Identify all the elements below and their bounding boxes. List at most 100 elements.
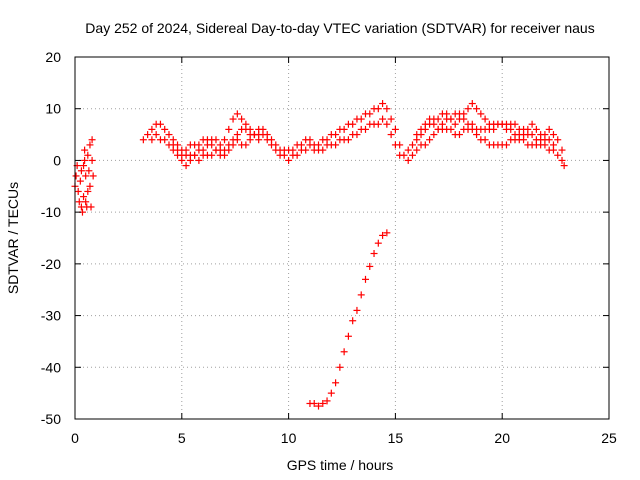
data-point	[208, 141, 216, 149]
data-point	[460, 115, 468, 123]
data-point	[481, 115, 489, 123]
data-point	[225, 125, 233, 133]
data-point	[332, 131, 340, 139]
data-point	[310, 399, 318, 407]
data-point	[195, 156, 203, 164]
plot-frame	[74, 56, 610, 420]
data-point	[468, 100, 476, 108]
data-point	[238, 115, 246, 123]
data-point	[229, 115, 237, 123]
data-point	[323, 397, 331, 405]
data-point	[353, 306, 361, 314]
data-point	[349, 317, 357, 325]
y-tick-label: 0	[53, 152, 61, 168]
axis-ticks: 0 5 10 15 20 25 -50 -40 -30 -20 -10 0 10 20	[41, 49, 617, 446]
data-point	[421, 141, 429, 149]
data-point	[280, 151, 288, 159]
data-point	[357, 115, 365, 123]
data-point	[387, 115, 395, 123]
data-point	[379, 115, 387, 123]
x-axis-label: GPS time / hours	[287, 457, 394, 473]
data-point	[537, 131, 545, 139]
data-point	[473, 105, 481, 113]
data-point	[408, 141, 416, 149]
data-point	[404, 146, 412, 154]
data-point	[186, 156, 194, 164]
data-point	[81, 156, 89, 164]
data-point	[417, 125, 425, 133]
y-tick-label: -20	[41, 256, 61, 272]
data-point	[455, 131, 463, 139]
data-point	[379, 100, 387, 108]
data-point	[242, 141, 250, 149]
data-point	[86, 182, 94, 190]
y-tick-label: -30	[41, 308, 61, 324]
data-point	[195, 141, 203, 149]
data-point	[451, 120, 459, 128]
data-point	[370, 250, 378, 258]
data-point	[221, 151, 229, 159]
data-point	[178, 156, 186, 164]
y-tick-label: 10	[45, 101, 61, 117]
data-point	[87, 203, 95, 211]
x-tick-label: 15	[388, 430, 404, 446]
data-point	[174, 151, 182, 159]
data-point	[426, 136, 434, 144]
y-tick-label: -40	[41, 359, 61, 375]
grid	[75, 57, 609, 419]
data-point	[255, 136, 263, 144]
data-point	[233, 110, 241, 118]
data-points	[71, 100, 568, 410]
data-point	[477, 110, 485, 118]
data-point	[408, 151, 416, 159]
data-point	[212, 136, 220, 144]
data-point	[242, 120, 250, 128]
data-point	[404, 156, 412, 164]
data-point	[344, 136, 352, 144]
data-point	[379, 231, 387, 239]
data-point	[148, 136, 156, 144]
data-point	[383, 229, 391, 237]
data-point	[447, 115, 455, 123]
data-point	[464, 105, 472, 113]
data-point	[191, 151, 199, 159]
data-point	[315, 402, 323, 410]
data-point	[285, 156, 293, 164]
data-point	[82, 198, 90, 206]
data-point	[319, 146, 327, 154]
data-point	[76, 177, 84, 185]
data-point	[528, 120, 536, 128]
data-point	[502, 141, 510, 149]
data-point	[246, 125, 254, 133]
data-point	[528, 131, 536, 139]
x-tick-label: 5	[178, 430, 186, 446]
data-point	[319, 399, 327, 407]
data-point	[152, 131, 160, 139]
data-point	[426, 115, 434, 123]
data-point	[203, 136, 211, 144]
y-axis-label: SDTVAR / TECUs	[5, 182, 21, 294]
data-point	[554, 151, 562, 159]
data-point	[413, 146, 421, 154]
data-point	[434, 125, 442, 133]
data-point	[468, 120, 476, 128]
data-point	[447, 125, 455, 133]
data-point	[161, 125, 169, 133]
y-tick-label: -50	[41, 411, 61, 427]
data-point	[229, 141, 237, 149]
data-point	[161, 136, 169, 144]
data-point	[169, 146, 177, 154]
data-point	[156, 120, 164, 128]
data-point	[221, 136, 229, 144]
y-tick-label: -10	[41, 204, 61, 220]
x-tick-label: 0	[71, 430, 79, 446]
data-point	[182, 162, 190, 170]
data-point	[455, 110, 463, 118]
data-point	[532, 125, 540, 133]
data-point	[498, 120, 506, 128]
data-point	[434, 115, 442, 123]
data-point	[225, 146, 233, 154]
data-point	[302, 146, 310, 154]
data-point	[72, 172, 80, 180]
